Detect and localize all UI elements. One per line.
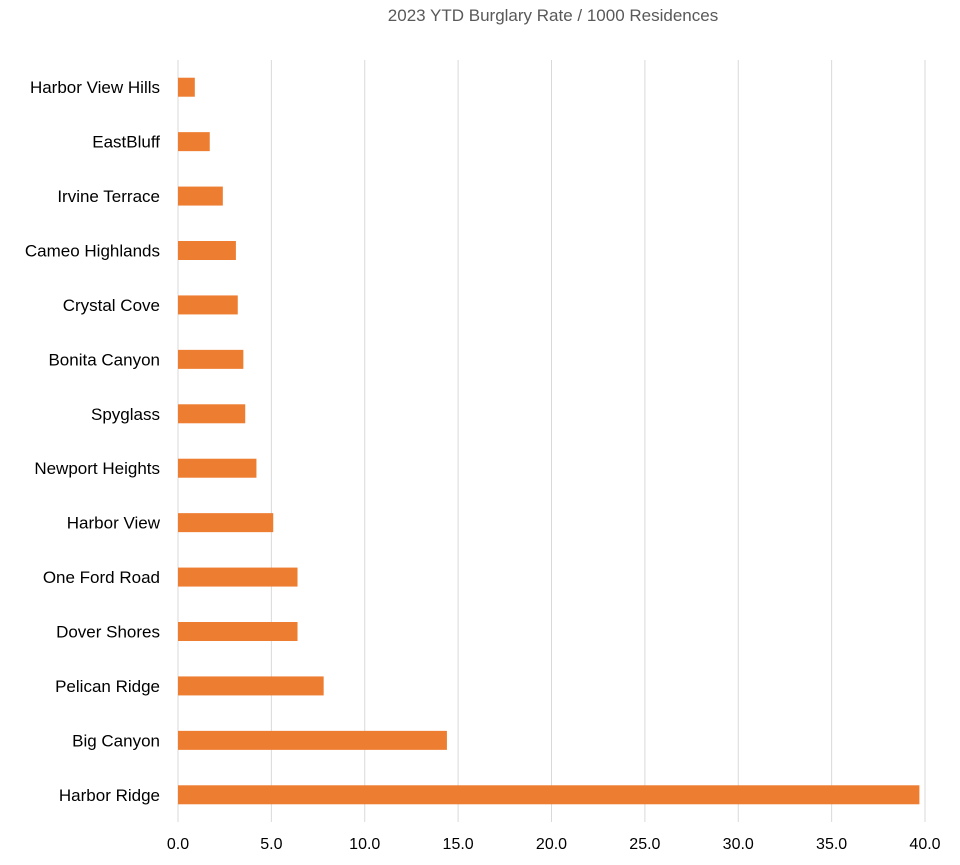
x-tick-label: 40.0 — [909, 836, 940, 853]
category-label: Dover Shores — [56, 623, 160, 642]
category-label: Crystal Cove — [63, 296, 160, 315]
category-label: Newport Heights — [34, 459, 160, 478]
bar — [178, 404, 246, 424]
category-label: Harbor View — [67, 514, 161, 533]
chart-title: 2023 YTD Burglary Rate / 1000 Residences — [387, 6, 719, 25]
x-tick-label: 15.0 — [443, 836, 474, 853]
bar — [178, 513, 274, 533]
x-tick-label: 35.0 — [816, 836, 847, 853]
bar — [178, 567, 298, 587]
bar — [178, 622, 298, 641]
bar — [178, 77, 195, 97]
x-tick-label: 5.0 — [260, 836, 282, 853]
x-tick-label: 25.0 — [629, 836, 660, 853]
bar — [178, 132, 210, 152]
category-label: Big Canyon — [72, 731, 160, 750]
x-tick-label: 20.0 — [536, 836, 567, 853]
bar — [178, 730, 447, 750]
bar — [178, 295, 238, 315]
x-tick-label: 0.0 — [167, 836, 189, 853]
bar — [178, 349, 244, 369]
category-label: Harbor View Hills — [30, 78, 160, 97]
bar — [178, 676, 324, 696]
category-label: Cameo Highlands — [25, 242, 160, 261]
category-label: Pelican Ridge — [55, 677, 160, 696]
x-tick-label: 30.0 — [723, 836, 754, 853]
category-label: Harbor Ridge — [59, 786, 160, 805]
x-tick-label: 10.0 — [349, 836, 380, 853]
bar — [178, 186, 223, 206]
x-axis-ticks: 0.0 5.0 10.0 15.0 20.0 25.0 30.0 35.0 40.0 — [167, 836, 941, 853]
category-label: Irvine Terrace — [57, 187, 160, 206]
category-labels: Harbor View Hills EastBluff Irvine Terrace… — [25, 78, 161, 805]
category-label: One Ford Road — [43, 568, 160, 587]
bar — [178, 458, 257, 478]
category-label: Bonita Canyon — [48, 350, 160, 369]
gridlines — [177, 60, 926, 822]
category-label: EastBluff — [92, 133, 160, 152]
bar — [178, 241, 236, 260]
category-label: Spyglass — [91, 405, 160, 424]
bars — [178, 77, 920, 805]
bar — [178, 785, 920, 805]
